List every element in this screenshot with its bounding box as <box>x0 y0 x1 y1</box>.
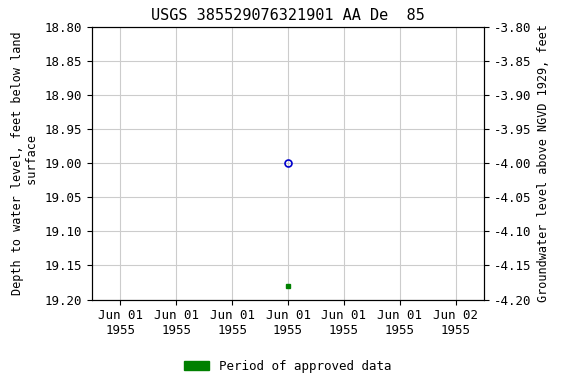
Legend: Period of approved data: Period of approved data <box>179 355 397 378</box>
Y-axis label: Groundwater level above NGVD 1929, feet: Groundwater level above NGVD 1929, feet <box>537 24 550 302</box>
Title: USGS 385529076321901 AA De  85: USGS 385529076321901 AA De 85 <box>151 8 425 23</box>
Y-axis label: Depth to water level, feet below land
 surface: Depth to water level, feet below land su… <box>12 31 39 295</box>
